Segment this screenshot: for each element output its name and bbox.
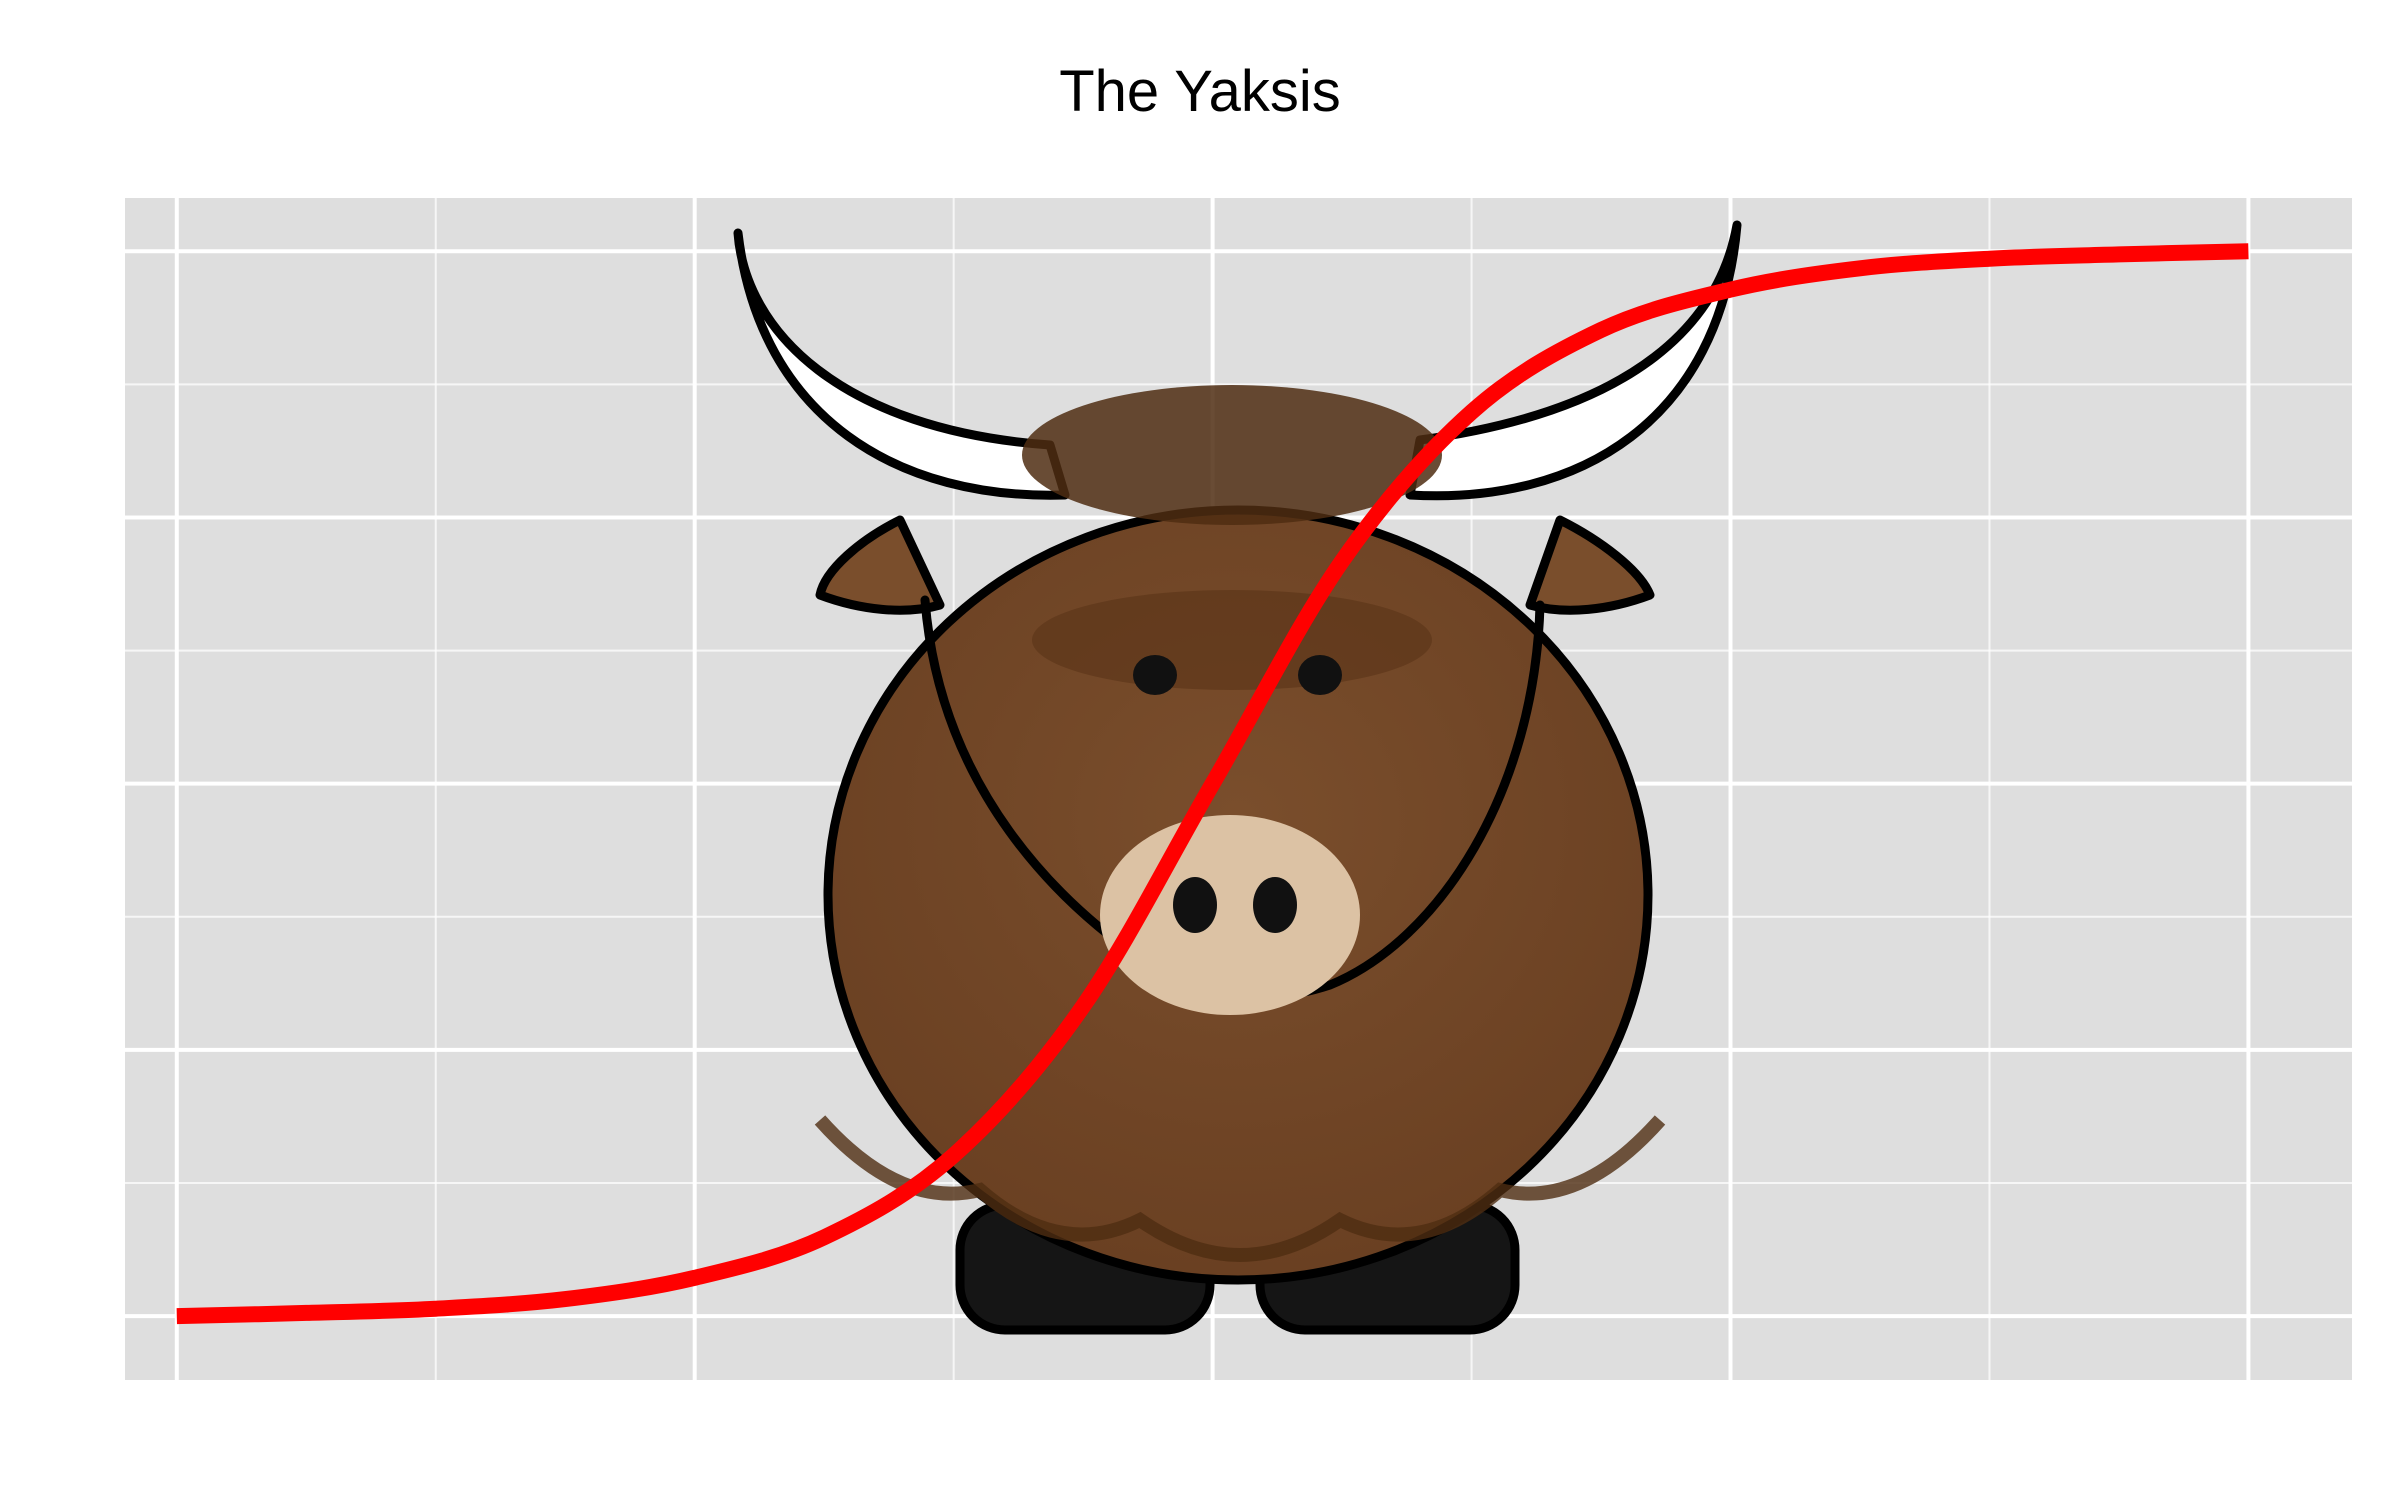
right-nostril <box>1253 877 1297 933</box>
left-nostril <box>1173 877 1217 933</box>
brow-fur <box>1032 590 1432 690</box>
series-line-0 <box>176 243 2249 1325</box>
right-eye <box>1298 655 1342 695</box>
head-fur <box>1022 385 1442 525</box>
left-ear <box>815 515 945 615</box>
yak-icon <box>733 220 1742 1335</box>
fur-fringe <box>814 1115 1666 1262</box>
left-eye <box>1133 655 1177 695</box>
right-horn <box>1405 220 1742 501</box>
right-ear <box>1525 515 1655 615</box>
chart-title: The Yaksis <box>1059 59 1341 124</box>
series-layer <box>176 243 2249 1325</box>
